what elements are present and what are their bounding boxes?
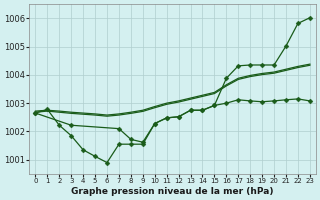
X-axis label: Graphe pression niveau de la mer (hPa): Graphe pression niveau de la mer (hPa) xyxy=(71,187,274,196)
